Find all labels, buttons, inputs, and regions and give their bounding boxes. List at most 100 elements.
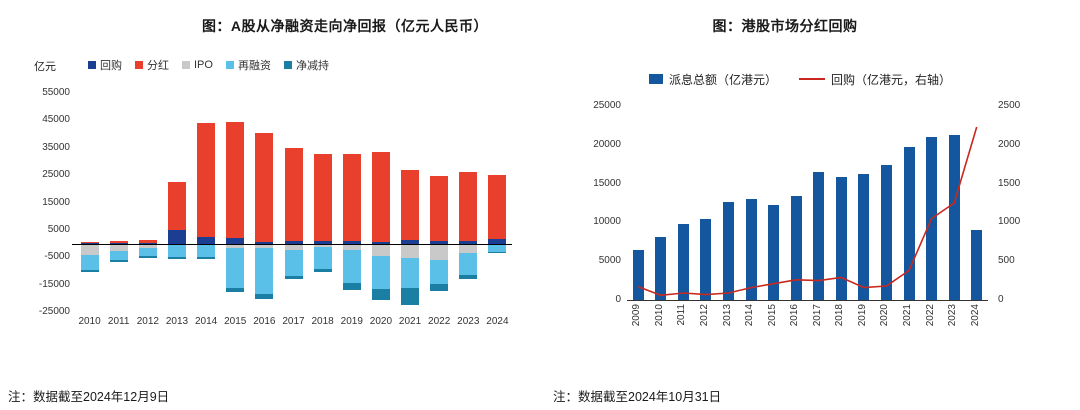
legend-swatch <box>135 61 143 69</box>
x-tick-label: 2014 <box>744 304 756 327</box>
x-tick-label: 2013 <box>721 304 733 327</box>
bar-segment <box>138 239 157 243</box>
bar-segment <box>342 240 361 244</box>
x-tick-label: 2021 <box>398 316 422 327</box>
bar-segment <box>255 241 274 244</box>
y-tick-label: 25000 <box>593 100 621 111</box>
x-tick-label: 2010 <box>78 316 101 327</box>
bar-segment <box>430 284 449 292</box>
y-tick-label: 1500 <box>998 177 1021 189</box>
bar-segment <box>401 240 420 244</box>
bar-segment <box>313 269 332 273</box>
hk-right-y-axis: 0 500 1000 1500 2000 2500 <box>994 100 1036 305</box>
buyback-line <box>638 126 978 297</box>
bar-segment <box>138 247 157 257</box>
bar-segment <box>488 239 507 244</box>
bar-segment <box>488 245 507 253</box>
bar-segment <box>80 241 99 244</box>
x-tick-label: 2023 <box>947 304 959 327</box>
y-tick-label: 2000 <box>998 138 1021 150</box>
y-tick-label: 55000 <box>42 87 70 98</box>
x-tick-label: 2022 <box>428 316 451 327</box>
bar-segment <box>109 243 128 244</box>
legend-item: 回购 <box>88 57 122 73</box>
bar-segment <box>430 243 449 260</box>
dividend-bar <box>858 174 870 300</box>
bar-segment <box>342 243 361 251</box>
bar-segment <box>488 252 507 253</box>
bar-segment <box>313 153 332 242</box>
x-tick-label: 2017 <box>811 304 823 327</box>
legend-item: 净减持 <box>283 57 329 73</box>
hk-plot-area <box>627 106 988 301</box>
dividend-bar <box>790 196 802 300</box>
bar-segment <box>284 241 303 244</box>
dividend-bar <box>632 250 644 300</box>
legend-swatch <box>182 61 190 69</box>
hk-x-axis: 2009 2010 2011 2012 2013 2014 2015 2016 2017 2018… <box>627 302 988 348</box>
a-share-plot-area <box>72 93 512 312</box>
bar-segment <box>80 243 99 244</box>
x-tick-label: 2011 <box>676 304 688 326</box>
bar-segment <box>109 260 128 262</box>
bar-segment <box>226 287 245 292</box>
bar-segment <box>167 230 186 244</box>
bar-segment <box>167 181 186 231</box>
bar-segment <box>342 154 361 241</box>
bar-segment <box>430 175 449 241</box>
bar-segment <box>109 250 128 261</box>
bar-segment <box>80 243 99 255</box>
y-tick-label: 20000 <box>593 138 621 150</box>
legend-label: 分红 <box>147 60 169 72</box>
x-tick-label: 2024 <box>969 304 981 327</box>
x-tick-label: 2012 <box>136 316 159 327</box>
dividend-bar <box>948 134 960 300</box>
y-tick-label: 0 <box>615 294 621 305</box>
x-tick-label: 2022 <box>924 304 936 327</box>
legend-swatch <box>88 61 96 69</box>
a-share-note: 注：数据截至2024年12月9日 <box>8 390 170 404</box>
bar-segment <box>459 243 478 254</box>
x-tick-label: 2019 <box>856 304 868 327</box>
legend-item: 分红 <box>135 57 169 73</box>
bar-segment <box>255 294 274 299</box>
dividend-bar <box>655 237 667 300</box>
bar-segment <box>401 288 420 306</box>
bar-segment <box>488 174 507 240</box>
bar-segment <box>342 250 361 284</box>
y-tick-label: 15000 <box>593 177 621 189</box>
x-tick-label: 2024 <box>486 316 509 327</box>
y-tick-label: 2500 <box>998 100 1021 111</box>
bar-segment <box>459 171 478 242</box>
bar-segment <box>109 241 128 244</box>
y-tick-label: 45000 <box>42 114 70 126</box>
hk-left-y-axis: 0 5000 10000 15000 20000 25000 <box>573 100 621 305</box>
legend-label: 派息总额（亿港元） <box>668 72 777 87</box>
y-tick-label: 25000 <box>42 169 70 181</box>
legend-label: 回购（亿港元，右轴） <box>831 72 952 87</box>
bar-segment <box>80 269 99 273</box>
bar-segment <box>459 253 478 276</box>
x-tick-label: 2018 <box>834 304 846 327</box>
bar-segment <box>313 247 332 270</box>
x-tick-label: 2021 <box>902 304 914 327</box>
bar-segment <box>138 242 157 244</box>
bar-segment <box>226 243 245 248</box>
y-tick-label: -15000 <box>38 278 70 290</box>
bar-segment <box>371 241 390 244</box>
legend-item: IPO <box>182 59 213 71</box>
hk-chart-title: 图：港股市场分红回购 <box>712 18 858 34</box>
bar-segment <box>371 243 390 257</box>
bar-segment <box>371 289 390 300</box>
x-tick-label: 2019 <box>340 316 363 327</box>
y-tick-label: 10000 <box>593 216 621 228</box>
bar-segment <box>109 243 128 251</box>
dividend-bar <box>813 171 825 300</box>
y-tick-label: -25000 <box>38 306 70 317</box>
bar-segment <box>255 132 274 242</box>
bar-segment <box>371 151 390 242</box>
y-tick-label: 500 <box>998 255 1015 267</box>
bar-segment <box>313 241 332 244</box>
x-tick-label: 2020 <box>369 316 393 327</box>
hk-legend: 派息总额（亿港元） 回购（亿港元，右轴） <box>600 72 1000 87</box>
